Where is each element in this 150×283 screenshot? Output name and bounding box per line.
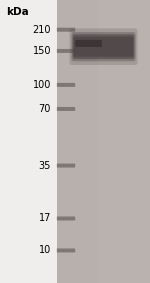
FancyBboxPatch shape — [75, 40, 102, 47]
Text: kDa: kDa — [6, 7, 29, 17]
Text: 100: 100 — [33, 80, 51, 90]
FancyBboxPatch shape — [57, 248, 75, 252]
Text: 17: 17 — [39, 213, 51, 224]
Text: 150: 150 — [33, 46, 51, 56]
Text: 210: 210 — [33, 25, 51, 35]
FancyBboxPatch shape — [57, 49, 75, 53]
FancyBboxPatch shape — [71, 32, 136, 61]
FancyBboxPatch shape — [74, 37, 133, 57]
FancyBboxPatch shape — [57, 83, 75, 87]
FancyBboxPatch shape — [57, 216, 75, 220]
FancyBboxPatch shape — [69, 29, 138, 65]
Text: 10: 10 — [39, 245, 51, 256]
Bar — [57, 0, 150, 283]
FancyBboxPatch shape — [57, 164, 75, 168]
Text: 70: 70 — [39, 104, 51, 114]
FancyBboxPatch shape — [57, 28, 75, 32]
FancyBboxPatch shape — [73, 35, 134, 59]
FancyBboxPatch shape — [57, 107, 75, 111]
Text: 35: 35 — [39, 160, 51, 171]
Bar — [98, 0, 150, 283]
